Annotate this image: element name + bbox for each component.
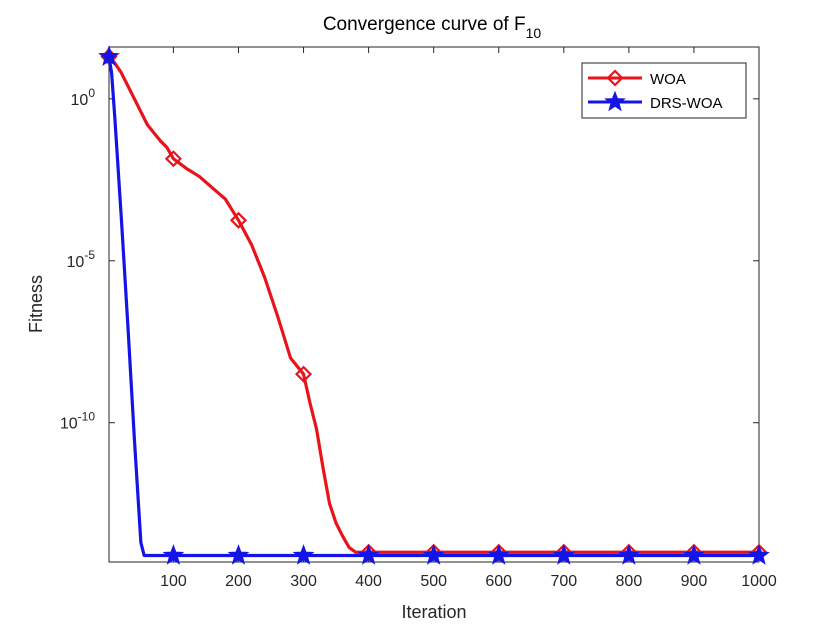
series-marker-drs-woa: [98, 45, 120, 66]
series-marker-woa: [229, 211, 248, 229]
series-marker-drs-woa: [357, 544, 380, 565]
x-tick-label: 200: [225, 573, 252, 590]
legend-woa-marker: [606, 69, 624, 87]
y-axis: 100 10-5 10-10: [60, 86, 759, 433]
x-tick-label: 600: [485, 573, 512, 590]
series-marker-drs-woa: [748, 544, 770, 565]
series-marker-woa: [294, 365, 313, 383]
series-marker-drs-woa: [162, 544, 185, 565]
legend-drs-woa-label: DRS-WOA: [650, 95, 723, 112]
series-marker-drs-woa: [487, 544, 510, 565]
x-tick-label: 500: [420, 573, 447, 590]
x-tick-label: 300: [290, 573, 317, 590]
y-tick-label: 100: [71, 86, 96, 109]
legend: WOA DRS-WOA: [581, 62, 747, 119]
series-marker-drs-woa: [292, 544, 315, 565]
x-tick-label: 100: [160, 573, 187, 590]
legend-drs-woa-marker: [604, 90, 626, 112]
x-tick-label: 800: [616, 573, 643, 590]
y-tick-label: 10-10: [60, 410, 95, 433]
series-line-woa: [107, 55, 759, 554]
x-tick-label: 700: [550, 573, 577, 590]
chart-title: Convergence curve of F10: [323, 14, 542, 41]
series-drs-woa: [98, 45, 770, 565]
series-line-drs-woa: [107, 56, 759, 558]
series-layer: [98, 45, 770, 565]
y-tick-label: 10-5: [67, 248, 96, 271]
x-tick-label: 900: [681, 573, 708, 590]
x-tick-label: 400: [355, 573, 382, 590]
x-axis-label: Iteration: [401, 602, 466, 622]
y-axis-label: Fitness: [26, 275, 46, 333]
series-marker-woa: [164, 150, 182, 168]
series-marker-drs-woa: [552, 544, 575, 565]
chart-title-subscript: 10: [526, 25, 542, 41]
legend-woa-label: WOA: [650, 71, 686, 88]
series-marker-drs-woa: [227, 544, 250, 565]
x-tick-label: 1000: [741, 573, 777, 590]
series-marker-drs-woa: [683, 544, 705, 565]
series-marker-drs-woa: [618, 544, 640, 565]
series-marker-drs-woa: [422, 544, 445, 565]
plot-area: [108, 46, 760, 563]
x-axis: 100 200 300 400 500 600 700 800 900 1000: [160, 47, 777, 590]
